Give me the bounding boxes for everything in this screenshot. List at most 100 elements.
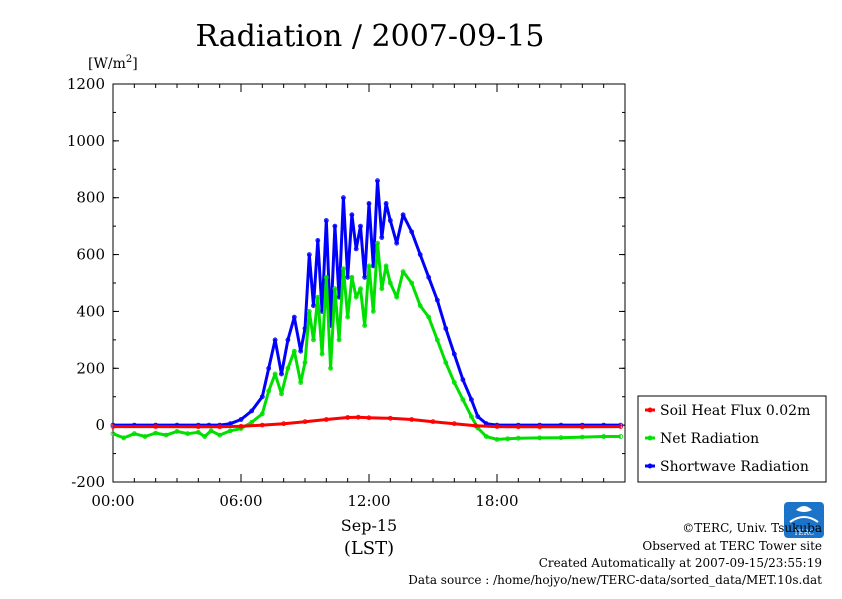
data-point <box>558 435 564 441</box>
created-text: Created Automatically at 2007-09-15/23:5… <box>539 556 822 570</box>
series-line-soil-heat-flux-0-02m <box>113 415 621 429</box>
x-tick-label: 18:00 <box>475 492 518 510</box>
data-point <box>131 431 137 437</box>
data-point <box>110 431 116 437</box>
series-line-net-radiation <box>112 241 621 441</box>
legend-marker <box>647 407 653 413</box>
data-point <box>383 200 389 206</box>
data-point <box>121 435 127 441</box>
data-point <box>249 408 255 414</box>
data-point <box>400 212 406 218</box>
data-point <box>281 421 287 427</box>
data-point <box>332 223 338 229</box>
data-point <box>266 365 272 371</box>
data-point <box>353 294 359 300</box>
data-point <box>298 380 304 385</box>
x-axis-sublabel: (LST) <box>344 538 394 559</box>
legend-marker <box>647 463 653 469</box>
legend: Soil Heat Flux 0.02m Net Radiation Shortwa… <box>637 395 827 483</box>
data-point <box>302 360 308 366</box>
data-point <box>259 411 265 417</box>
x-tick-label: 06:00 <box>219 492 262 510</box>
logo-wave-icon <box>796 506 812 512</box>
data-point <box>394 240 400 246</box>
data-point <box>323 417 329 422</box>
data-point <box>227 428 233 434</box>
data-point <box>323 274 329 280</box>
data-point <box>375 178 380 184</box>
data-point <box>475 414 481 420</box>
data-point <box>379 286 385 292</box>
data-point <box>473 423 479 429</box>
data-point <box>370 308 376 314</box>
y-tick-label: 1000 <box>67 132 105 150</box>
y-unit-main: [W/m <box>88 56 126 72</box>
data-point <box>375 240 380 246</box>
data-point <box>332 286 338 292</box>
data-point <box>163 432 169 438</box>
data-point <box>515 424 521 430</box>
legend-label: Soil Heat Flux 0.02m <box>660 403 810 419</box>
data-point <box>426 274 432 280</box>
data-point <box>349 274 355 280</box>
data-point <box>443 360 449 366</box>
y-tick-label: 400 <box>76 302 105 320</box>
data-point <box>279 391 284 397</box>
data-point <box>468 414 474 420</box>
data-point <box>142 434 148 439</box>
y-tick-label: 0 <box>95 416 105 434</box>
data-point <box>336 337 342 343</box>
data-point <box>217 432 223 438</box>
data-point <box>358 286 363 292</box>
data-point <box>306 252 312 258</box>
data-point <box>319 351 325 357</box>
data-point <box>460 397 466 403</box>
data-point <box>259 422 265 428</box>
data-point <box>379 235 385 240</box>
data-point <box>217 424 223 430</box>
data-point <box>434 297 440 303</box>
data-point <box>285 337 291 343</box>
data-point <box>601 434 607 439</box>
data-point <box>362 323 368 329</box>
data-point <box>315 237 321 243</box>
data-point <box>291 348 297 354</box>
data-point <box>153 424 159 430</box>
data-point <box>279 371 284 377</box>
data-point <box>358 223 363 229</box>
data-point <box>272 371 278 377</box>
data-point <box>195 424 201 430</box>
data-point <box>579 424 585 430</box>
data-point <box>417 252 423 258</box>
data-point <box>394 294 400 300</box>
data-point <box>315 294 321 300</box>
data-point <box>366 415 372 421</box>
data-point <box>387 415 393 421</box>
data-point <box>451 380 457 385</box>
terc-logo: TERC <box>784 502 824 538</box>
data-point <box>328 365 334 371</box>
legend-items: Soil Heat Flux 0.02m Net Radiation Shortwa… <box>645 403 810 475</box>
y-tick-label: 200 <box>76 359 105 377</box>
data-point <box>618 424 624 430</box>
data-point <box>345 314 351 320</box>
data-point <box>340 195 346 201</box>
data-point <box>387 218 393 223</box>
data-point <box>353 246 359 252</box>
axes-layer: -200 0 200 400 600 800 1000 1200 00:00 06:00 12:00… <box>67 75 626 510</box>
data-point <box>537 435 543 441</box>
y-unit-label: [W/m2] <box>88 54 138 72</box>
data-point <box>259 394 265 400</box>
data-point <box>110 424 116 430</box>
data-point <box>311 337 316 343</box>
data-source-text: Data source : /home/hojyo/new/TERC-data/… <box>408 573 822 587</box>
data-point <box>483 434 489 439</box>
data-point <box>515 435 521 441</box>
data-point <box>272 337 278 343</box>
data-point <box>306 308 312 314</box>
legend-label: Net Radiation <box>660 431 759 447</box>
data-point <box>345 415 351 420</box>
data-point <box>451 421 457 427</box>
data-point <box>537 424 543 430</box>
data-point <box>340 266 346 272</box>
